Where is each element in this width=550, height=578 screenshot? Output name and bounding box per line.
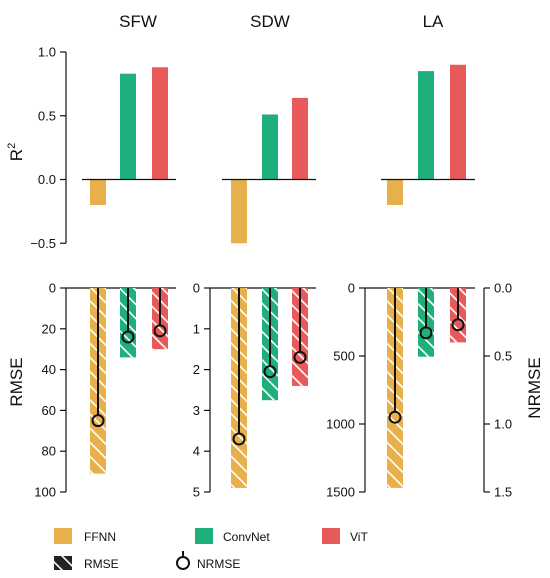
legend-label-ffnn: FFNN	[84, 530, 116, 544]
legend-swatch-vit	[322, 528, 340, 544]
nrmse-ytick-label: 0.5	[494, 349, 512, 364]
r2-plot: −0.5 0.0 0.5 1.0	[30, 45, 475, 251]
error-ytick-label: 2	[193, 362, 200, 377]
error-ytick-label: 60	[42, 403, 56, 418]
r2-bar-ffnn	[231, 179, 247, 244]
nrmse-ytick-label: 1.5	[494, 485, 512, 500]
r2-ytick-label: 0.5	[38, 108, 56, 123]
nrmse-ytick-label: 0.0	[494, 281, 512, 296]
error-ytick-label: 0	[193, 281, 200, 296]
error-ytick-label: 3	[193, 403, 200, 418]
legend-swatch-rmse-hatch	[54, 556, 72, 570]
nrmse-marker-convnet	[121, 330, 135, 344]
error-ytick-label: 20	[42, 321, 56, 336]
r2-ylabel: R2	[6, 143, 26, 161]
error-plot: 0204060801000123450500100015000.00.51.01…	[34, 281, 512, 500]
r2-bar-vit	[292, 97, 308, 180]
error-ytick-label: 1000	[326, 417, 355, 432]
r2-bar-vit	[152, 67, 168, 180]
error-ytick-label: 5	[193, 485, 200, 500]
nrmse-marker-vit	[153, 324, 167, 338]
nrmse-marker-vit	[451, 318, 465, 332]
legend-swatch-ffnn	[54, 528, 72, 544]
legend-nrmse-marker	[176, 556, 190, 570]
error-ytick-label: 0	[348, 281, 355, 296]
error-ytick-label: 0	[49, 281, 56, 296]
legend: FFNN ConvNet ViT RMSE NRMSE	[54, 528, 368, 571]
r2-bar-convnet	[418, 71, 434, 180]
r2-bar-convnet	[120, 73, 136, 180]
panel-title-sfw: SFW	[119, 12, 157, 31]
legend-label-nrmse: NRMSE	[197, 557, 240, 571]
nrmse-ytick-label: 1.0	[494, 417, 512, 432]
r2-bar-convnet	[262, 114, 278, 180]
r2-bar-ffnn	[90, 179, 106, 205]
nrmse-ylabel: NRMSE	[525, 357, 544, 418]
error-ytick-label: 80	[42, 444, 56, 459]
legend-label-vit: ViT	[350, 530, 368, 544]
legend-label-rmse: RMSE	[84, 557, 119, 571]
error-ytick-label: 1500	[326, 485, 355, 500]
legend-label-convnet: ConvNet	[223, 530, 270, 544]
error-ytick-label: 4	[193, 444, 200, 459]
legend-swatch-convnet	[195, 528, 213, 544]
r2-ytick-label: −0.5	[30, 236, 56, 251]
nrmse-marker-convnet	[263, 365, 277, 379]
nrmse-marker-vit	[293, 350, 307, 364]
panel-title-la: LA	[423, 12, 444, 31]
r2-bar-ffnn	[387, 179, 403, 205]
r2-ytick-label: 1.0	[38, 45, 56, 60]
nrmse-marker-ffnn	[388, 410, 402, 424]
error-ytick-label: 1	[193, 321, 200, 336]
error-ytick-label: 500	[333, 349, 355, 364]
nrmse-marker-ffnn	[232, 432, 246, 446]
nrmse-marker-convnet	[419, 326, 433, 340]
error-ytick-label: 100	[34, 485, 56, 500]
rmse-ylabel: RMSE	[7, 357, 26, 406]
error-ytick-label: 40	[42, 362, 56, 377]
r2-ytick-label: 0.0	[38, 172, 56, 187]
panel-title-sdw: SDW	[250, 12, 290, 31]
r2-bar-vit	[450, 64, 466, 180]
nrmse-marker-ffnn	[91, 414, 105, 428]
